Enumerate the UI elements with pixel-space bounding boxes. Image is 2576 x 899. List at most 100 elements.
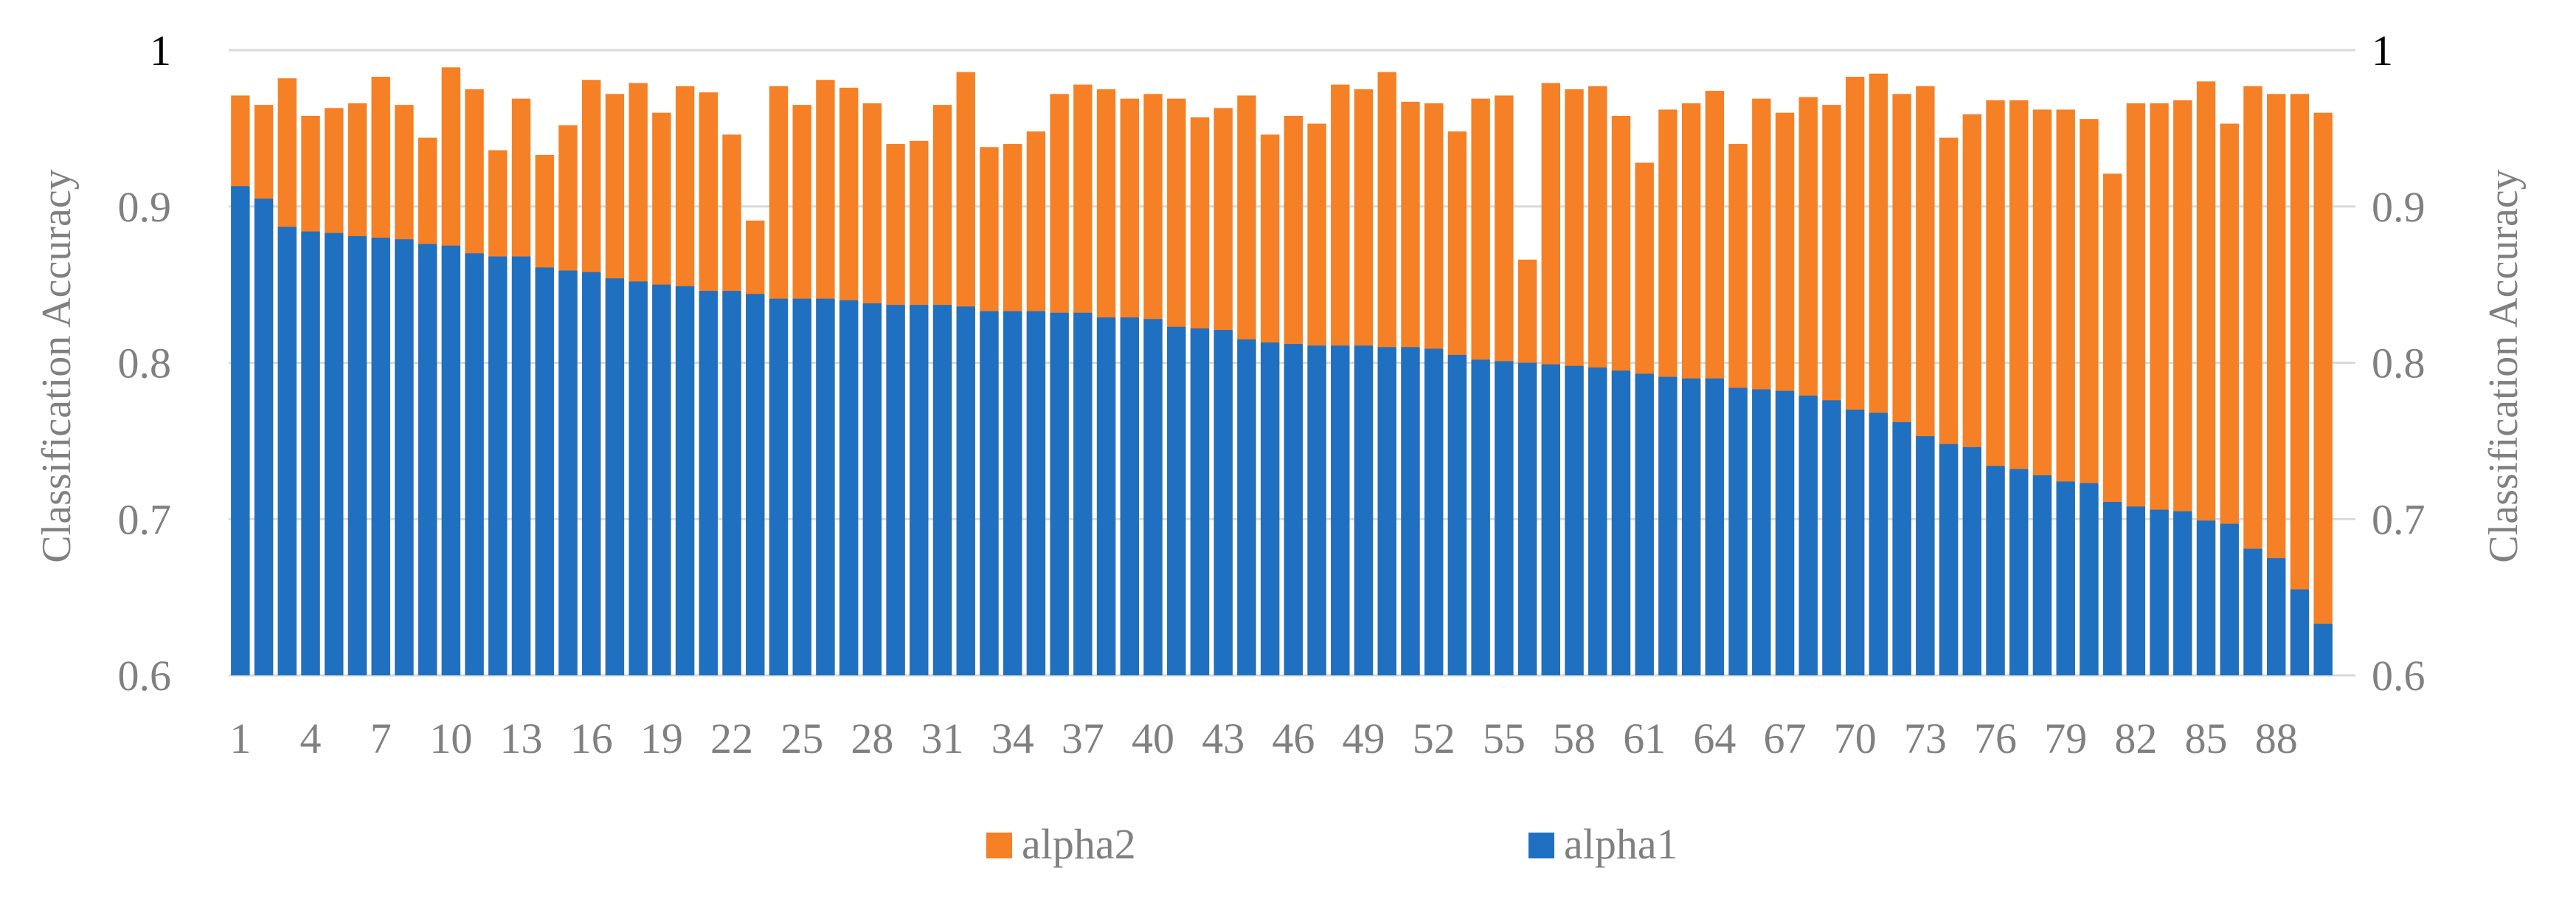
x-tick-67: 67 [1764, 714, 1807, 762]
legend-label-alpha1: alpha1 [1564, 820, 1678, 868]
bar-alpha1-88 [2267, 558, 2286, 675]
bar-alpha1-24 [769, 298, 789, 675]
y-axis-right-title: Classification Accuracy [2481, 169, 2527, 562]
bar-alpha1-44 [1237, 339, 1256, 675]
bar-alpha1-50 [1377, 347, 1396, 675]
bar-alpha1-72 [1892, 421, 1911, 675]
x-tick-22: 22 [710, 714, 753, 762]
bar-alpha1-48 [1331, 345, 1350, 675]
bar-alpha1-22 [722, 291, 741, 676]
bar-alpha1-16 [582, 272, 601, 675]
bar-alpha1-89 [2290, 589, 2310, 675]
bar-alpha1-52 [1424, 348, 1444, 675]
bar-alpha1-60 [1611, 371, 1631, 675]
y-axis-right-ticks: 0.6 0.7 0.8 0.9 1 [2372, 27, 2426, 700]
bar-alpha1-29 [886, 305, 905, 675]
bar-alpha1-19 [652, 284, 671, 675]
bar-alpha1-35 [1026, 311, 1046, 675]
y-axis-left-ticks: 0.6 0.7 0.8 0.9 1 [118, 27, 172, 700]
bar-alpha1-82 [2126, 506, 2146, 675]
x-tick-43: 43 [1202, 714, 1244, 762]
bar-alpha1-13 [511, 256, 531, 675]
bar-alpha1-36 [1050, 312, 1069, 675]
x-tick-37: 37 [1062, 714, 1104, 762]
bar-alpha1-84 [2173, 511, 2192, 675]
bar-alpha1-11 [465, 253, 484, 675]
bar-alpha1-34 [1003, 311, 1022, 675]
bar-alpha1-67 [1775, 390, 1795, 675]
x-tick-16: 16 [570, 714, 613, 762]
bar-alpha1-55 [1495, 361, 1514, 675]
bar-alpha1-18 [629, 281, 648, 675]
x-tick-73: 73 [1904, 714, 1947, 762]
y-tick-right-0.8: 0.8 [2372, 340, 2426, 388]
bar-alpha2-89 [2290, 94, 2310, 676]
x-tick-1: 1 [229, 714, 251, 762]
bar-alpha1-46 [1284, 344, 1303, 675]
bar-alpha1-23 [746, 294, 765, 676]
bar-alpha1-17 [605, 278, 625, 675]
bar-alpha1-75 [1962, 447, 1981, 675]
gridlines [229, 49, 2355, 677]
x-tick-52: 52 [1413, 714, 1455, 762]
bar-alpha1-54 [1471, 359, 1490, 675]
bar-alpha1-15 [558, 270, 578, 675]
x-tick-58: 58 [1553, 714, 1596, 762]
bar-alpha1-25 [792, 298, 811, 675]
bar-alpha1-61 [1635, 373, 1654, 675]
bar-alpha1-40 [1143, 319, 1163, 675]
bar-alpha1-90 [2313, 624, 2333, 675]
x-tick-76: 76 [1974, 714, 2017, 762]
bar-alpha1-42 [1190, 328, 1210, 675]
bar-alpha1-81 [2102, 501, 2122, 675]
bar-alpha1-1 [231, 186, 250, 675]
bar-alpha1-57 [1541, 364, 1560, 675]
x-tick-34: 34 [991, 714, 1034, 762]
bar-alpha1-74 [1939, 444, 1959, 675]
x-tick-31: 31 [921, 714, 964, 762]
x-tick-7: 7 [370, 714, 392, 762]
x-tick-4: 4 [300, 714, 322, 762]
bar-alpha1-2 [254, 199, 274, 676]
bar-alpha1-58 [1565, 365, 1584, 675]
bar-alpha1-45 [1260, 342, 1280, 675]
x-axis-ticks: 1 4 7 10 13 16 19 22 25 28 31 34 37 40 43 46 49 52 55 58 61 6… [229, 714, 2297, 762]
legend: alpha2 alpha1 [986, 820, 1678, 868]
y-tick-left-1: 1 [150, 27, 171, 75]
bar-alpha1-10 [441, 245, 461, 675]
x-tick-82: 82 [2114, 714, 2157, 762]
x-tick-25: 25 [780, 714, 823, 762]
bars [231, 67, 2333, 676]
x-tick-64: 64 [1693, 714, 1736, 762]
x-tick-10: 10 [429, 714, 472, 762]
bar-alpha1-83 [2150, 509, 2169, 675]
bar-alpha1-8 [395, 239, 414, 675]
bar-alpha1-38 [1096, 317, 1116, 675]
legend-swatch-alpha1 [1528, 833, 1554, 858]
bar-alpha1-5 [325, 232, 344, 675]
x-tick-28: 28 [851, 714, 893, 762]
bar-alpha1-41 [1167, 326, 1186, 675]
x-tick-85: 85 [2185, 714, 2228, 762]
x-tick-40: 40 [1132, 714, 1174, 762]
bar-alpha1-21 [699, 291, 718, 676]
bar-alpha1-30 [910, 305, 929, 675]
bar-alpha1-4 [301, 231, 320, 675]
bar-alpha1-43 [1213, 330, 1233, 675]
bar-alpha1-62 [1658, 376, 1677, 675]
bar-alpha1-56 [1517, 362, 1537, 675]
bar-alpha1-64 [1705, 378, 1725, 675]
y-tick-left-0.9: 0.9 [118, 183, 172, 231]
y-tick-left-0.6: 0.6 [118, 652, 172, 700]
bar-alpha1-79 [2056, 481, 2075, 675]
bar-alpha1-80 [2080, 483, 2099, 675]
bar-alpha1-70 [1846, 410, 1865, 675]
bar-alpha1-59 [1588, 367, 1607, 675]
x-tick-70: 70 [1834, 714, 1877, 762]
y-tick-right-1: 1 [2372, 27, 2393, 75]
bar-alpha1-69 [1822, 400, 1841, 675]
y-axis-left-title: Classification Accuracy [34, 169, 80, 562]
y-tick-right-0.9: 0.9 [2372, 183, 2426, 231]
bar-alpha1-77 [2009, 469, 2029, 675]
x-tick-88: 88 [2255, 714, 2298, 762]
